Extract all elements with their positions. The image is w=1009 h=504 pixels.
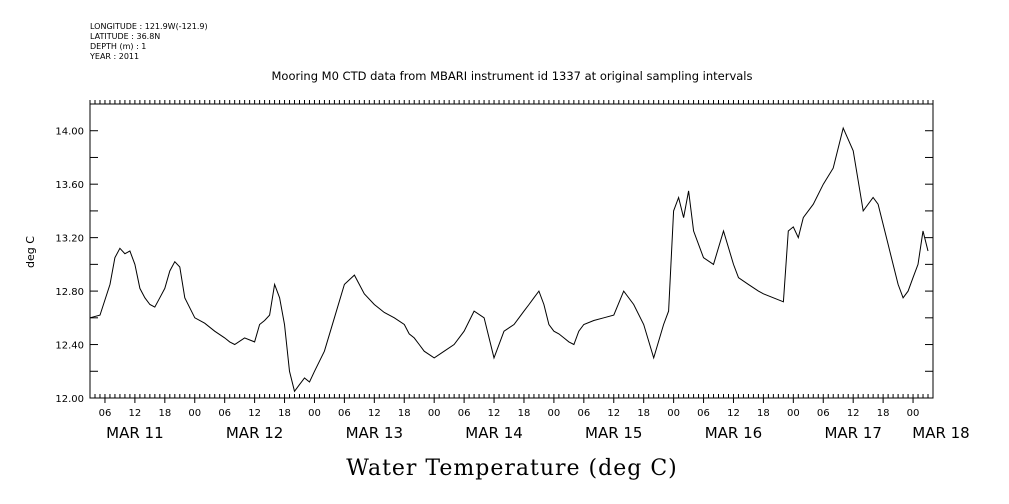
x-hour-label: 06	[577, 408, 590, 419]
y-tick-label: 13.20	[55, 234, 84, 245]
x-hour-label: 00	[667, 408, 680, 419]
station-metadata: LONGITUDE : 121.9W(-121.9) LATITUDE : 36…	[90, 22, 208, 62]
x-hour-label: 12	[727, 408, 740, 419]
x-hour-label: 18	[518, 408, 531, 419]
x-axis: 06 12 18 00 06 12 18 00 06 12 18 00 06 12 18 00 06 12 18 00…	[89, 100, 970, 442]
x-hour-label: 18	[757, 408, 770, 419]
temperature-series-line	[89, 126, 929, 393]
x-hour-label: 12	[368, 408, 381, 419]
x-hour-label: 12	[129, 408, 142, 419]
x-date-label: MAR 16	[705, 424, 762, 442]
bottom-variable-label: Water Temperature (deg C)	[346, 456, 678, 481]
depth-label: DEPTH (m) : 1	[90, 42, 147, 51]
x-hour-label: 00	[308, 408, 321, 419]
y-tick-label: 12.00	[55, 394, 84, 405]
plot-frame	[89, 103, 934, 399]
x-hour-label: 00	[188, 408, 201, 419]
x-hour-label: 12	[607, 408, 620, 419]
x-hour-label: 00	[428, 408, 441, 419]
x-date-label: MAR 11	[106, 424, 163, 442]
x-hour-label: 06	[338, 408, 351, 419]
x-hour-label: 12	[847, 408, 860, 419]
x-hour-label: 00	[548, 408, 561, 419]
x-hour-label: 18	[158, 408, 171, 419]
x-date-label: MAR 17	[824, 424, 881, 442]
y-axis: 12.00 12.40 12.80 13.20 13.60 14.00	[55, 103, 933, 405]
y-tick-label: 14.00	[55, 127, 84, 138]
x-date-label: MAR 15	[585, 424, 642, 442]
plot-border	[89, 103, 934, 399]
y-tick-label: 13.60	[55, 180, 84, 191]
y-axis-label: deg C	[24, 236, 37, 268]
x-date-label: MAR 13	[346, 424, 403, 442]
year-label: YEAR : 2011	[90, 52, 140, 61]
x-hour-label: 18	[877, 408, 890, 419]
x-hour-label: 12	[488, 408, 501, 419]
y-tick-label: 12.40	[55, 341, 84, 352]
x-hour-label: 00	[787, 408, 800, 419]
x-date-label: MAR 18	[912, 424, 969, 442]
x-date-label: MAR 14	[465, 424, 522, 442]
longitude-label: LONGITUDE : 121.9W(-121.9)	[90, 22, 208, 31]
x-hour-label: 06	[99, 408, 112, 419]
x-hour-label: 06	[697, 408, 710, 419]
latitude-label: LATITUDE : 36.8N	[90, 32, 161, 41]
x-hour-label: 18	[398, 408, 411, 419]
x-hour-label: 06	[458, 408, 471, 419]
series-layer	[89, 126, 929, 393]
x-hour-label: 18	[637, 408, 650, 419]
x-date-label: MAR 12	[226, 424, 283, 442]
y-tick-label: 12.80	[55, 287, 84, 298]
x-hour-label: 06	[817, 408, 830, 419]
x-hour-label: 12	[248, 408, 261, 419]
chart-title: Mooring M0 CTD data from MBARI instrumen…	[272, 69, 753, 83]
x-hour-label: 00	[907, 408, 920, 419]
x-hour-label: 18	[278, 408, 291, 419]
x-hour-label: 06	[218, 408, 231, 419]
